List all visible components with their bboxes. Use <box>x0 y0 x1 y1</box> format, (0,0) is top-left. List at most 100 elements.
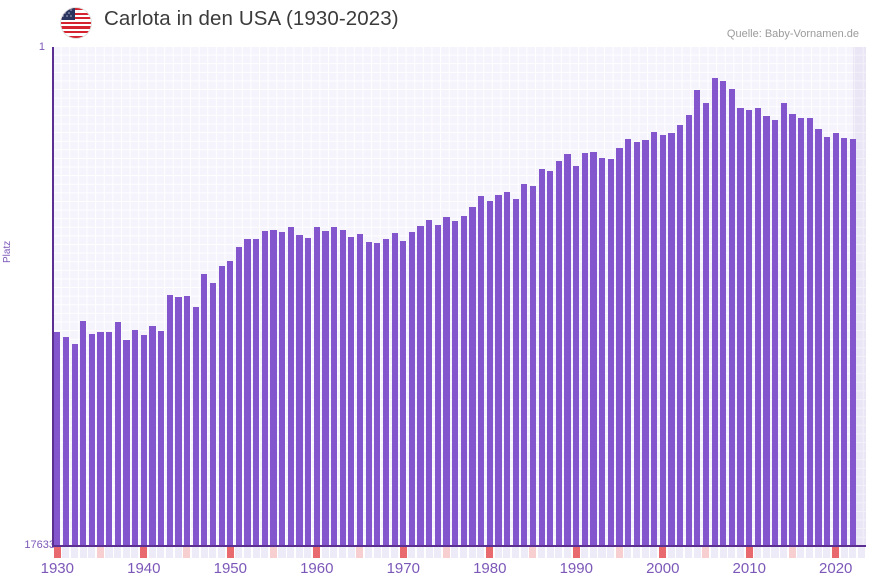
bar[interactable] <box>607 159 614 546</box>
bar[interactable] <box>512 198 519 546</box>
bar[interactable] <box>305 238 312 546</box>
bar[interactable] <box>296 234 303 546</box>
bar[interactable] <box>140 334 147 546</box>
bar[interactable] <box>521 184 528 546</box>
bar[interactable] <box>815 129 822 546</box>
year-marker <box>494 547 502 558</box>
bar[interactable] <box>192 307 199 546</box>
bar[interactable] <box>62 337 70 546</box>
bar[interactable] <box>157 331 165 546</box>
bar[interactable] <box>702 102 710 546</box>
bar[interactable] <box>417 226 424 546</box>
bar[interactable] <box>789 113 796 546</box>
bar[interactable] <box>227 261 234 546</box>
bar[interactable] <box>218 265 225 546</box>
bar[interactable] <box>503 192 511 546</box>
bar[interactable] <box>841 137 848 546</box>
bar[interactable] <box>175 296 182 546</box>
bar[interactable] <box>348 236 355 546</box>
bar[interactable] <box>616 147 623 546</box>
bar[interactable] <box>728 89 736 546</box>
bar[interactable] <box>780 102 787 546</box>
bar[interactable] <box>460 216 467 546</box>
bar[interactable] <box>823 136 831 546</box>
bar[interactable] <box>746 109 753 546</box>
bar[interactable] <box>279 232 286 546</box>
bar[interactable] <box>564 154 571 546</box>
bar[interactable] <box>529 186 537 546</box>
bar[interactable] <box>434 224 441 546</box>
bar[interactable] <box>806 117 813 546</box>
bar[interactable] <box>849 138 857 546</box>
bar[interactable] <box>633 142 640 546</box>
bar[interactable] <box>625 138 632 546</box>
bar[interactable] <box>408 231 416 546</box>
bar[interactable] <box>209 282 217 546</box>
bar[interactable] <box>253 239 260 546</box>
bar[interactable] <box>555 161 563 546</box>
bar[interactable] <box>642 139 649 546</box>
year-marker <box>157 547 165 558</box>
bar[interactable] <box>261 231 268 546</box>
bar[interactable] <box>270 229 277 546</box>
bar[interactable] <box>668 133 675 546</box>
bar[interactable] <box>54 332 61 546</box>
bar[interactable] <box>659 135 666 546</box>
bar[interactable] <box>313 226 320 546</box>
bar[interactable] <box>676 124 684 546</box>
bar[interactable] <box>599 157 606 546</box>
x-axis-tick-label: 1940 <box>127 560 161 577</box>
bar[interactable] <box>798 118 805 546</box>
bar[interactable] <box>581 153 588 546</box>
bar[interactable] <box>365 241 372 546</box>
year-marker <box>771 547 779 558</box>
bar[interactable] <box>426 220 433 546</box>
bar[interactable] <box>322 231 329 546</box>
bar[interactable] <box>132 330 139 546</box>
bar[interactable] <box>287 226 294 546</box>
bar[interactable] <box>547 170 554 546</box>
bar[interactable] <box>166 295 173 546</box>
bar[interactable] <box>391 233 398 546</box>
bar[interactable] <box>590 151 597 546</box>
x-axis-line <box>53 545 866 547</box>
bar[interactable] <box>754 107 761 546</box>
bar[interactable] <box>382 238 390 546</box>
bar[interactable] <box>330 227 338 546</box>
bar[interactable] <box>711 77 718 546</box>
bar[interactable] <box>374 242 381 546</box>
bar[interactable] <box>97 331 104 546</box>
bar[interactable] <box>235 246 243 546</box>
bar[interactable] <box>478 196 485 546</box>
bar[interactable] <box>685 115 692 546</box>
bar[interactable] <box>80 321 87 546</box>
bar[interactable] <box>88 334 96 546</box>
bar[interactable] <box>443 216 450 546</box>
bar[interactable] <box>149 326 156 546</box>
bar[interactable] <box>244 238 251 546</box>
bar[interactable] <box>400 241 407 546</box>
bar[interactable] <box>763 116 770 546</box>
bar[interactable] <box>106 331 113 546</box>
bar[interactable] <box>495 194 502 546</box>
bar[interactable] <box>832 132 839 546</box>
bar[interactable] <box>650 132 658 546</box>
bar[interactable] <box>720 81 727 546</box>
bar[interactable] <box>452 220 459 546</box>
bar[interactable] <box>114 321 121 546</box>
bar[interactable] <box>538 168 545 546</box>
year-marker <box>511 547 520 558</box>
bar[interactable] <box>486 200 493 546</box>
bar[interactable] <box>694 89 701 546</box>
bar[interactable] <box>201 273 208 546</box>
bar[interactable] <box>339 229 346 546</box>
bar[interactable] <box>123 340 130 546</box>
bar[interactable] <box>573 165 580 546</box>
bar[interactable] <box>469 206 476 546</box>
bar[interactable] <box>772 119 779 546</box>
year-marker <box>287 547 295 558</box>
bar[interactable] <box>737 107 744 546</box>
bar[interactable] <box>356 233 364 546</box>
bar[interactable] <box>183 296 191 546</box>
bar[interactable] <box>71 343 78 546</box>
